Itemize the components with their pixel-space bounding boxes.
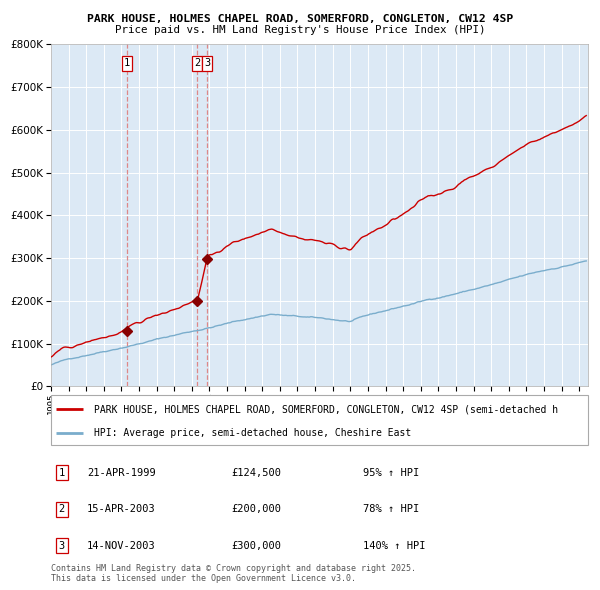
Text: 21-APR-1999: 21-APR-1999 [87,468,156,477]
Text: 3: 3 [59,541,65,550]
Text: 14-NOV-2003: 14-NOV-2003 [87,541,156,550]
Text: £200,000: £200,000 [231,504,281,514]
Text: 2: 2 [59,504,65,514]
Text: 3: 3 [204,58,210,68]
Text: PARK HOUSE, HOLMES CHAPEL ROAD, SOMERFORD, CONGLETON, CW12 4SP (semi-detached h: PARK HOUSE, HOLMES CHAPEL ROAD, SOMERFOR… [94,404,558,414]
Text: PARK HOUSE, HOLMES CHAPEL ROAD, SOMERFORD, CONGLETON, CW12 4SP: PARK HOUSE, HOLMES CHAPEL ROAD, SOMERFOR… [87,14,513,24]
Text: 1: 1 [124,58,130,68]
Text: Price paid vs. HM Land Registry's House Price Index (HPI): Price paid vs. HM Land Registry's House … [115,25,485,35]
Text: 15-APR-2003: 15-APR-2003 [87,504,156,514]
Text: 140% ↑ HPI: 140% ↑ HPI [363,541,425,550]
Text: HPI: Average price, semi-detached house, Cheshire East: HPI: Average price, semi-detached house,… [94,428,411,438]
Text: 1: 1 [59,468,65,477]
Text: 2: 2 [194,58,200,68]
Text: Contains HM Land Registry data © Crown copyright and database right 2025.
This d: Contains HM Land Registry data © Crown c… [51,563,416,583]
Text: £300,000: £300,000 [231,541,281,550]
Text: 78% ↑ HPI: 78% ↑ HPI [363,504,419,514]
FancyBboxPatch shape [51,395,588,445]
Text: £124,500: £124,500 [231,468,281,477]
Text: 95% ↑ HPI: 95% ↑ HPI [363,468,419,477]
